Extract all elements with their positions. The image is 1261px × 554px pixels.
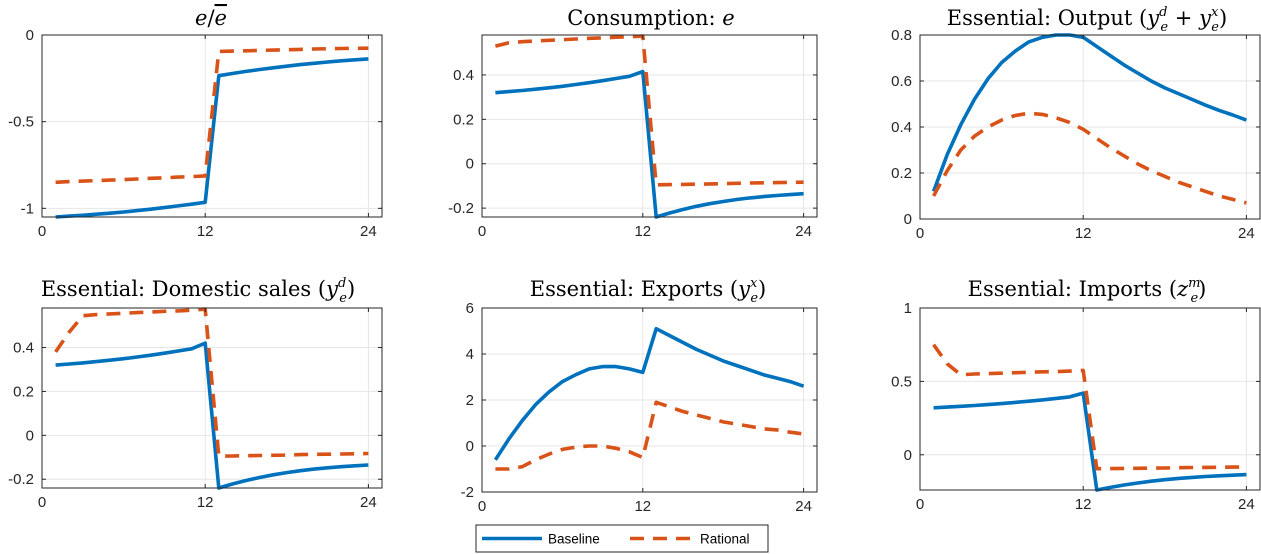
x-tick-label: 24	[360, 494, 377, 511]
legend-baseline-label: Baseline	[548, 532, 600, 547]
panel-4: 0 12 24-0.200.20.4	[8, 307, 383, 511]
panel-2-title: Consumption: e	[567, 6, 734, 30]
x-tick-label: 0	[478, 498, 486, 515]
series-line-baseline	[55, 57, 369, 219]
y-tick-label: 0	[26, 427, 34, 444]
y-tick-label: 0.4	[453, 67, 474, 84]
legend-rational-label: Rational	[700, 532, 750, 547]
y-tick-label: 0.6	[891, 73, 912, 90]
y-tick-label: -2	[461, 484, 474, 501]
chart-panels: 0 12 24-1-0.500 12 24-0.200.20.40 12 2400.20.4…	[8, 27, 1261, 515]
x-tick-label: 24	[795, 498, 812, 515]
panel-5-title: Essential: Exports (yx e)	[530, 276, 766, 306]
panel-1-title: e/e	[195, 6, 227, 30]
x-tick-label: 12	[1075, 225, 1092, 242]
panel-6-title-group: Essential: Imports (zm e)	[968, 276, 1207, 306]
panel-2-title-group: Consumption: e	[567, 6, 734, 30]
y-tick-label: 0.5	[891, 373, 912, 390]
y-tick-label: 0.8	[891, 27, 912, 44]
x-tick-label: 12	[197, 494, 214, 511]
y-tick-label: 0.2	[13, 383, 34, 400]
series-line-rational	[55, 46, 369, 185]
panel-1: 0 12 24 -1 -0.5 0	[8, 27, 383, 240]
y-tick-label: 0	[26, 27, 34, 44]
series-line-baseline	[933, 391, 1247, 492]
x-tick-label: 0	[916, 496, 924, 513]
panel-3-title: Essential: Output (yd e + yx e)	[947, 5, 1227, 35]
panel-3: 0 12 24 0 0.2 0.4 0.6 0.8	[891, 27, 1261, 242]
x-tick-label: 0	[38, 223, 46, 240]
y-tick-label: 0.4	[891, 119, 912, 136]
x-tick-label: 24	[1238, 496, 1255, 513]
x-tick-label: 12	[634, 223, 651, 240]
panel-3-title-group: Essential: Output (yd e + yx e)	[947, 5, 1227, 35]
y-tick-label: 0	[904, 447, 912, 464]
x-tick-label: 0	[478, 223, 486, 240]
axes-frame	[41, 307, 383, 489]
y-tick-label: 0	[466, 438, 474, 455]
x-tick-label: 0	[916, 225, 924, 242]
x-tick-label: 12	[634, 498, 651, 515]
series-line-baseline	[493, 326, 805, 461]
y-tick-label: 4	[466, 346, 474, 363]
y-tick-label: -1	[21, 200, 34, 217]
panel-1-title-group: e/e	[195, 6, 227, 30]
axes-frame	[41, 34, 383, 218]
y-tick-label: -0.2	[448, 200, 474, 217]
y-tick-label: 2	[466, 392, 474, 409]
series-line-rational	[495, 400, 804, 471]
panel-5-title-group: Essential: Exports (yx e)	[530, 276, 766, 306]
x-tick-label: 24	[795, 223, 812, 240]
plot-area	[920, 308, 1260, 490]
axes-frame	[481, 34, 818, 218]
x-tick-label: 12	[1075, 496, 1092, 513]
panel-6-title: Essential: Imports (zm e)	[968, 276, 1207, 306]
y-tick-label: 0	[904, 211, 912, 228]
y-tick-label: -0.5	[8, 114, 34, 131]
y-tick-label: -0.2	[8, 471, 34, 488]
series-line-baseline	[55, 341, 369, 490]
series-line-rational	[494, 34, 804, 187]
panel-4-title-group: Essential: Domestic sales (yd e)	[41, 276, 355, 306]
y-tick-label: 0.4	[13, 340, 34, 357]
panel-6: 0 12 24 0 0.5 1	[891, 300, 1261, 513]
axes-frame	[919, 307, 1261, 491]
x-tick-label: 0	[38, 494, 46, 511]
y-tick-label: 0.2	[891, 165, 912, 182]
y-tick-label: 0.2	[453, 111, 474, 128]
y-tick-label: 6	[466, 300, 474, 317]
series-line-baseline	[931, 33, 1248, 193]
x-tick-label: 12	[197, 223, 214, 240]
y-tick-label: 0	[466, 156, 474, 173]
x-tick-label: 24	[1238, 225, 1255, 242]
y-tick-label: 1	[904, 300, 912, 317]
series-line-rational	[54, 307, 369, 459]
series-line-baseline	[495, 69, 804, 219]
panel-4-title: Essential: Domestic sales (yd e)	[41, 276, 355, 306]
panel-2: 0 12 24-0.200.20.4	[448, 34, 818, 240]
x-tick-label: 24	[360, 223, 377, 240]
legend: Baseline Rational	[475, 524, 769, 553]
series-line-rational	[932, 343, 1247, 471]
